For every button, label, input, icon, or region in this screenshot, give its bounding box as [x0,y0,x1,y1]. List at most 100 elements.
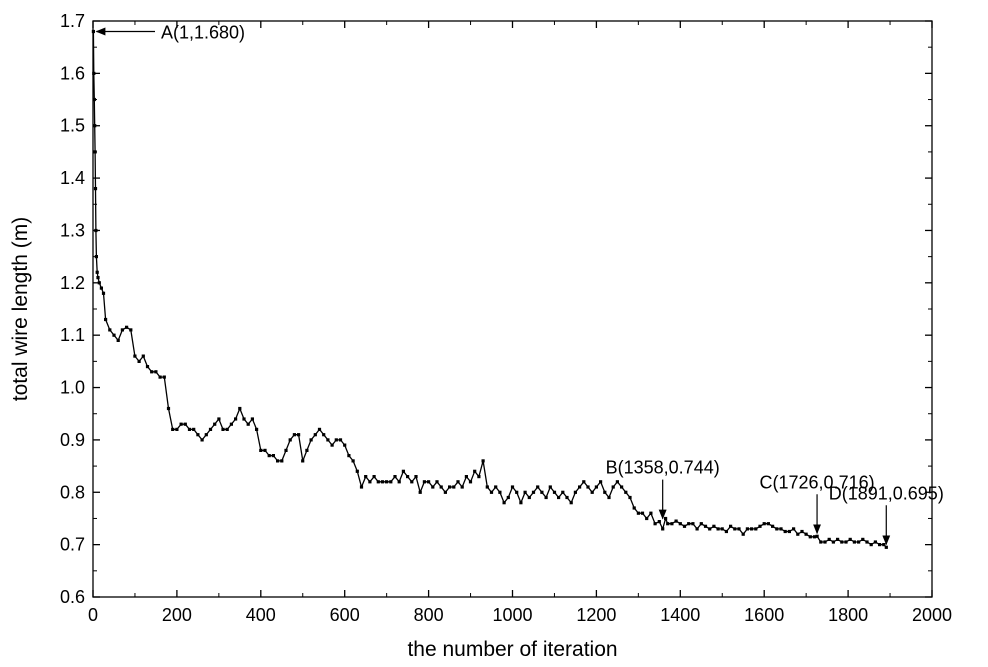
data-point [657,520,661,524]
data-point [94,255,98,259]
data-point [523,490,527,494]
data-point [108,328,112,332]
data-point [695,527,699,531]
data-point [720,527,724,531]
data-point [481,459,485,463]
data-point [653,522,657,526]
data-point [171,427,175,431]
data-point [823,540,827,544]
data-point [133,354,137,358]
y-tick-label: 0.6 [60,587,85,607]
data-point [229,422,233,426]
data-point [548,485,552,489]
data-point [427,480,431,484]
data-point [355,469,359,473]
y-tick-label: 1.1 [60,325,85,345]
data-point [406,475,410,479]
data-point [590,490,594,494]
x-tick-label: 200 [162,605,192,625]
data-point [376,480,380,484]
data-point [771,524,775,528]
data-point [729,524,733,528]
data-point [831,540,835,544]
data-point [431,485,435,489]
data-point [397,480,401,484]
annotation-label: C(1726,0.716) [760,472,875,492]
data-point [284,448,288,452]
y-tick-label: 1.7 [60,11,85,31]
data-point [250,417,254,421]
annotation-label: B(1358,0.744) [606,458,720,478]
data-point [347,454,351,458]
data-point [116,338,120,342]
data-point [754,527,758,531]
data-point [255,427,259,431]
data-point [338,438,343,442]
data-point [101,291,106,295]
data-point [783,529,787,534]
data-point [213,422,217,426]
data-point [502,501,506,505]
data-point [573,490,577,494]
data-point [158,375,162,379]
data-point [873,540,877,544]
data-point [586,485,590,489]
data-point [468,480,473,484]
y-tick-label: 1.2 [60,273,85,293]
data-point [540,490,544,494]
y-axis-label: total wire length (m) [9,217,32,401]
data-point [758,524,762,528]
y-tick-label: 0.8 [60,482,85,502]
data-point [582,480,586,484]
data-point [724,529,728,534]
data-point [569,501,573,505]
y-tick-label: 0.7 [60,535,85,555]
data-point [670,522,674,526]
data-point [364,475,368,479]
data-point [343,443,347,447]
data-point [494,485,498,489]
data-point [489,490,494,494]
data-point [276,459,280,463]
data-point [99,286,103,290]
data-point [351,459,355,463]
data-point [515,490,519,494]
data-point [221,427,225,431]
data-point [716,527,720,531]
data-point [745,527,749,531]
data-point [792,527,796,531]
data-point [664,516,668,521]
data-point [297,433,301,437]
x-axis-label: the number of iteration [407,638,617,661]
data-point [104,317,108,322]
x-tick-label: 1800 [828,605,868,625]
data-point [263,448,267,452]
data-point [779,527,783,531]
data-point [836,537,840,541]
data-point [439,485,443,489]
data-point [91,29,95,34]
data-point [485,485,489,489]
data-point [330,443,334,447]
data-point [661,527,665,531]
data-point [544,495,548,500]
data-point [129,328,133,332]
data-point [372,475,376,479]
data-point [762,522,766,526]
data-point [804,532,808,536]
x-tick-label: 2000 [912,605,952,625]
x-tick-label: 1000 [492,605,532,625]
data-point [196,433,200,437]
data-point [678,522,682,526]
annotation-label: D(1891,0.695) [829,483,944,503]
plot-frame [92,20,933,598]
data-point [288,438,292,442]
data-point [878,543,882,547]
data-point [187,427,192,431]
data-point [225,427,229,431]
data-point [456,480,460,484]
data-point [464,475,468,479]
data-point [238,406,242,411]
data-point [737,527,741,531]
data-point [733,527,737,531]
